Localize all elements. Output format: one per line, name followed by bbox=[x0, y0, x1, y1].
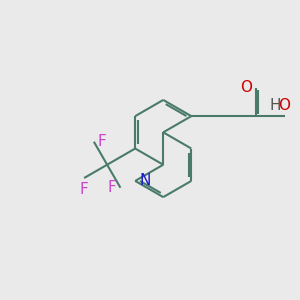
Text: O: O bbox=[279, 98, 291, 112]
Text: F: F bbox=[98, 134, 106, 149]
Text: F: F bbox=[80, 182, 88, 197]
Text: H: H bbox=[269, 98, 281, 112]
Text: N: N bbox=[139, 173, 150, 188]
Text: F: F bbox=[108, 180, 117, 195]
Text: O: O bbox=[240, 80, 252, 95]
